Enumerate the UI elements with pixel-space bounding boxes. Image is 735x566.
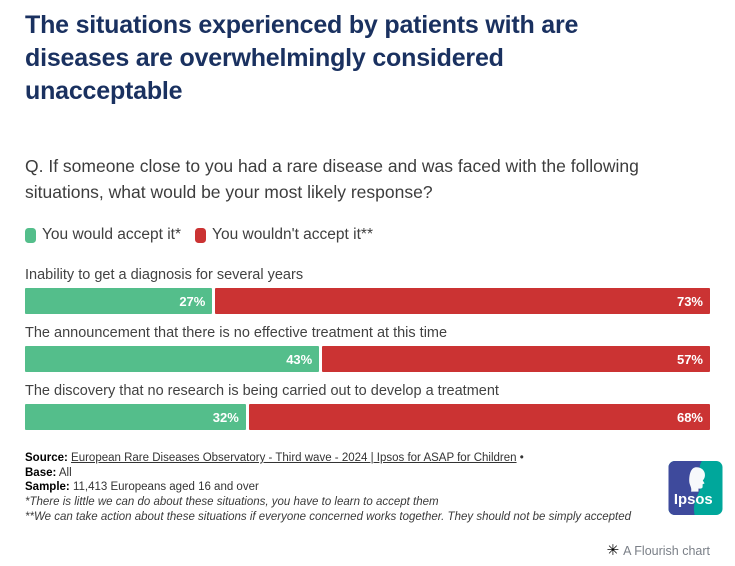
source-label: Source: bbox=[25, 452, 68, 464]
flourish-credit-link[interactable]: ✳ A Flourish chart bbox=[607, 543, 710, 558]
footnote-accept: *There is little we can do about these s… bbox=[25, 496, 439, 509]
page-title: The situations experienced by patients w… bbox=[25, 9, 710, 108]
source-line: Source: European Rare Diseases Observato… bbox=[25, 451, 655, 466]
ipsos-wordmark-text: Ipsos bbox=[674, 492, 713, 508]
bar-segment-reject[interactable]: 57% bbox=[322, 346, 710, 372]
bar-value-label: 57% bbox=[676, 351, 703, 367]
bar-segment-accept[interactable]: 32% bbox=[25, 404, 246, 430]
bar-row: The announcement that there is no effect… bbox=[25, 325, 710, 372]
bar-value-label: 73% bbox=[676, 293, 703, 309]
flourish-credit-label: A Flourish chart bbox=[623, 543, 710, 558]
bar-category-label: Inability to get a diagnosis for several… bbox=[25, 267, 304, 283]
ipsos-profile-icon bbox=[689, 467, 705, 492]
footnote-reject: **We can take action about these situati… bbox=[25, 510, 632, 523]
source-link[interactable]: European Rare Diseases Observatory - Thi… bbox=[71, 452, 517, 464]
sample-value: 11,413 Europeans aged 16 and over bbox=[72, 481, 259, 494]
legend-swatch-icon bbox=[25, 227, 36, 243]
title-line-1: The situations experienced by patients w… bbox=[25, 11, 579, 39]
flourish-asterisk-icon: ✳ bbox=[606, 542, 620, 559]
bar-value-label: 68% bbox=[676, 409, 703, 425]
bar-row: The discovery that no research is being … bbox=[25, 383, 710, 430]
base-label: Base: bbox=[25, 466, 57, 479]
bar-segment-accept[interactable]: 27% bbox=[25, 288, 213, 314]
sample-label: Sample: bbox=[25, 481, 70, 494]
bar-value-label: 27% bbox=[179, 293, 206, 309]
legend-item-accept[interactable]: You would accept it* bbox=[25, 226, 181, 244]
title-line-3: unacceptable bbox=[25, 77, 183, 105]
chart-legend: You would accept it* You wouldn't accept … bbox=[25, 226, 710, 244]
bar-value-label: 32% bbox=[212, 409, 239, 425]
stacked-bar-chart: Inability to get a diagnosis for several… bbox=[25, 267, 710, 430]
title-line-2: diseases are overwhelmingly considered bbox=[25, 44, 504, 72]
bar-row: Inability to get a diagnosis for several… bbox=[25, 267, 710, 314]
base-line: Base: All bbox=[25, 466, 655, 481]
legend-label: You would accept it* bbox=[42, 226, 182, 243]
sample-line: Sample: 11,413 Europeans aged 16 and ove… bbox=[25, 480, 655, 495]
bar-track: 32% 68% bbox=[25, 404, 710, 430]
legend-label: You wouldn't accept it** bbox=[212, 226, 373, 243]
bar-segment-reject[interactable]: 73% bbox=[215, 288, 710, 314]
ipsos-logo: Ipsos bbox=[668, 461, 723, 515]
bar-category-label: The discovery that no research is being … bbox=[25, 383, 499, 399]
bar-category-label: The announcement that there is no effect… bbox=[25, 325, 448, 341]
base-value: All bbox=[58, 466, 72, 479]
bar-segment-accept[interactable]: 43% bbox=[25, 346, 320, 372]
bar-value-label: 43% bbox=[286, 351, 313, 367]
legend-item-reject[interactable]: You wouldn't accept it** bbox=[195, 226, 373, 244]
legend-swatch-icon bbox=[195, 227, 207, 243]
bar-track: 43% 57% bbox=[25, 346, 710, 372]
bar-segment-reject[interactable]: 68% bbox=[248, 404, 710, 430]
survey-question: Q. If someone close to you had a rare di… bbox=[25, 156, 639, 202]
source-bullet: • bbox=[519, 452, 524, 464]
chart-footer: Source: European Rare Diseases Observato… bbox=[25, 451, 655, 525]
bar-track: 27% 73% bbox=[25, 288, 710, 314]
